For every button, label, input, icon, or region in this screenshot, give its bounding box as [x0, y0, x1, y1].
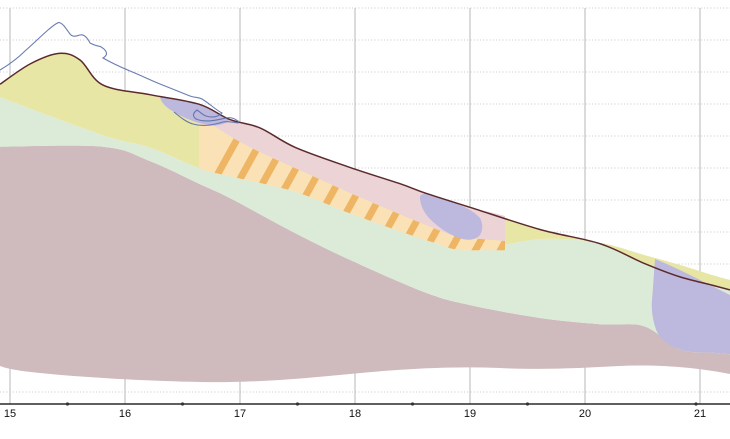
svg-text:17: 17	[234, 408, 246, 420]
svg-text:21: 21	[694, 408, 706, 420]
svg-text:15: 15	[4, 408, 16, 420]
svg-text:18: 18	[349, 408, 361, 420]
svg-text:20: 20	[579, 408, 591, 420]
svg-text:19: 19	[464, 408, 476, 420]
svg-text:16: 16	[119, 408, 131, 420]
